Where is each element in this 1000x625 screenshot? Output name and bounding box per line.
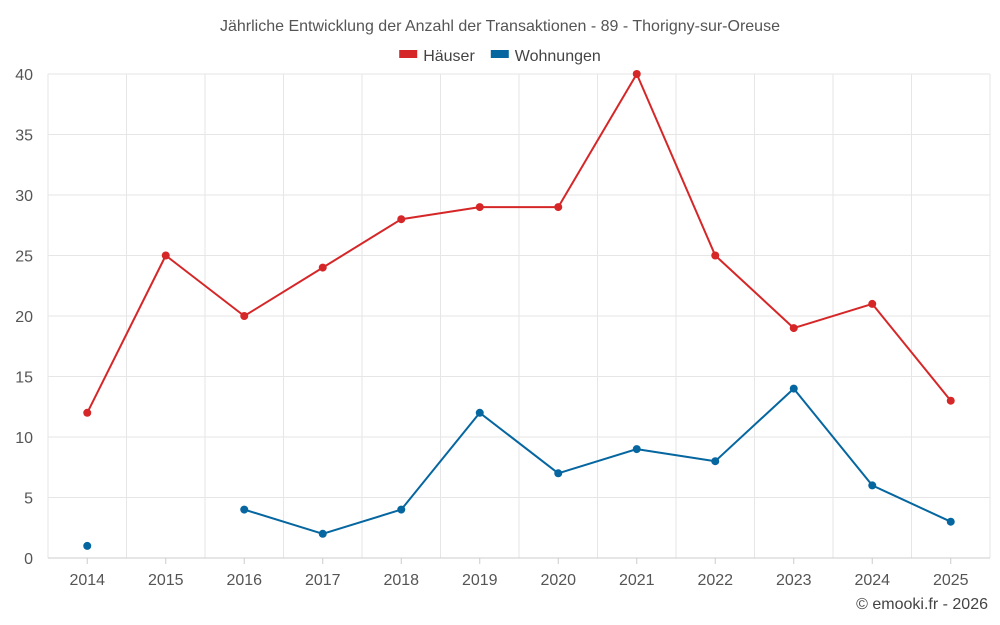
- x-tick-label: 2018: [383, 572, 419, 589]
- legend-item[interactable]: Häuser: [399, 48, 475, 65]
- data-point[interactable]: [240, 312, 249, 320]
- x-tick-label: 2020: [540, 572, 576, 589]
- series-0: [83, 70, 955, 417]
- series-line: [243, 387, 952, 535]
- chart-title: Jährliche Entwicklung der Anzahl der Tra…: [220, 18, 780, 35]
- data-point[interactable]: [161, 251, 170, 260]
- grid: [47, 73, 991, 559]
- x-tick-label: 2014: [69, 572, 105, 589]
- series-1: [83, 384, 955, 550]
- x-tick-label: 2025: [933, 572, 969, 589]
- series-layer: [83, 70, 955, 550]
- data-point[interactable]: [83, 408, 92, 417]
- y-tick-label: 0: [24, 551, 33, 568]
- data-point[interactable]: [789, 384, 798, 393]
- y-tick-label: 20: [15, 309, 33, 326]
- legend: Häuser Wohnungen: [399, 48, 601, 65]
- data-point[interactable]: [946, 517, 955, 526]
- data-point[interactable]: [868, 299, 877, 308]
- legend-label: Wohnungen: [515, 48, 601, 65]
- x-axis: 2014 2015 2016 2017 2018 2019 2020 2021 2022 2023…: [69, 558, 969, 589]
- y-tick-label: 30: [15, 188, 33, 205]
- data-point[interactable]: [475, 408, 484, 417]
- data-point[interactable]: [711, 251, 720, 260]
- x-tick-label: 2017: [305, 572, 341, 589]
- x-tick-label: 2015: [148, 572, 184, 589]
- legend-label: Häuser: [423, 48, 475, 65]
- data-point[interactable]: [397, 505, 406, 514]
- y-tick-label: 10: [15, 430, 33, 447]
- y-tick-label: 25: [15, 249, 33, 266]
- data-point[interactable]: [318, 529, 327, 538]
- data-point[interactable]: [554, 203, 563, 212]
- data-point[interactable]: [318, 263, 327, 272]
- data-point[interactable]: [83, 541, 92, 550]
- data-point[interactable]: [240, 505, 249, 514]
- x-tick-label: 2016: [226, 572, 262, 589]
- legend-swatch: [490, 50, 509, 58]
- data-point[interactable]: [946, 396, 955, 405]
- x-tick-label: 2019: [462, 572, 498, 589]
- data-point[interactable]: [632, 70, 641, 78]
- y-axis: 0 5 10 15 20 25 30 35 40: [15, 67, 33, 568]
- data-point[interactable]: [789, 324, 798, 333]
- data-point[interactable]: [632, 445, 641, 454]
- series-line: [86, 73, 952, 414]
- x-tick-label: 2022: [697, 572, 733, 589]
- y-tick-label: 40: [15, 67, 33, 84]
- x-tick-label: 2024: [854, 572, 890, 589]
- x-tick-label: 2021: [619, 572, 655, 589]
- data-point[interactable]: [475, 203, 484, 212]
- data-point[interactable]: [711, 457, 720, 466]
- y-tick-label: 5: [24, 491, 33, 508]
- data-point[interactable]: [868, 481, 877, 490]
- data-point[interactable]: [397, 215, 406, 224]
- credit: © emooki.fr - 2026: [856, 596, 988, 613]
- data-point[interactable]: [554, 469, 563, 478]
- x-tick-label: 2023: [776, 572, 812, 589]
- legend-swatch: [399, 50, 418, 58]
- y-tick-label: 35: [15, 128, 33, 145]
- legend-item[interactable]: Wohnungen: [490, 48, 601, 65]
- y-tick-label: 15: [15, 370, 33, 387]
